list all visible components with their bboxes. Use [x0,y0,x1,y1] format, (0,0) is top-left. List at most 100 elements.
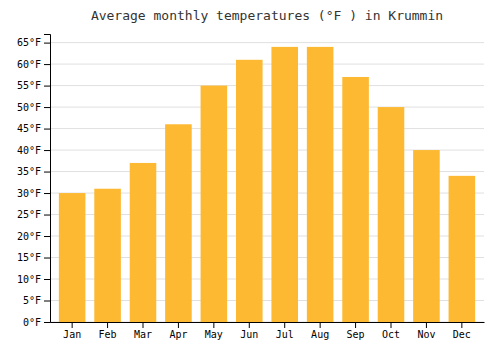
y-tick-mark [44,150,50,151]
x-tick-mark [320,322,321,328]
y-tick-mark [44,43,50,44]
x-tick-label: Mar [134,329,152,340]
y-tick: 60°F [17,59,50,70]
y-tick: 30°F [17,188,50,199]
y-tick-mark [44,129,50,130]
grid-line [50,107,484,108]
bar [342,77,369,322]
y-tick-mark [44,193,50,194]
x-tick-mark [72,322,73,328]
x-tick-mark [213,322,214,328]
y-tick-mark [44,86,50,87]
y-tick-mark [44,64,50,65]
x-tick: May [205,322,223,340]
y-tick-label: 65°F [17,37,41,48]
x-tick-label: Nov [417,329,435,340]
y-tick: 45°F [17,123,50,134]
plot: 0°F 5°F 10°F 15°F 20°F 25°F 30°F 35°F 40°F 45°F 50… [17,35,485,341]
x-tick: Nov [417,322,435,340]
bar [271,47,298,322]
y-tick: 40°F [17,145,50,156]
x-tick-label: Jun [240,329,258,340]
x-axis: Jan Feb Mar Apr May Jun Jul Aug Sep Oct Nov Dec [51,322,485,340]
x-tick: Jan [63,322,81,340]
y-tick-label: 55°F [17,80,41,91]
y-tick-label: 35°F [17,166,41,177]
y-tick: 10°F [17,274,50,285]
y-axis-line [44,35,51,323]
x-tick: Oct [382,322,400,340]
bar [449,176,476,322]
y-tick: 20°F [17,231,50,242]
y-tick-label: 40°F [17,145,41,156]
x-tick-mark [107,322,108,328]
x-tick-label: Aug [311,329,329,340]
x-tick: Aug [311,322,329,340]
x-tick-mark [178,322,179,328]
y-tick-mark [44,258,50,259]
bar [413,150,440,322]
chart: 0°F 5°F 10°F 15°F 20°F 25°F 30°F 35°F 40°F 45°F 50… [0,0,500,350]
x-tick: Apr [169,322,187,340]
x-tick-label: Jan [63,329,81,340]
x-tick-mark [143,322,144,328]
y-tick-mark [44,236,50,237]
x-tick-mark [355,322,356,328]
y-tick-mark [44,172,50,173]
grid [50,43,484,322]
y-tick-label: 20°F [17,231,41,242]
grid-line [50,128,484,129]
y-tick: 50°F [17,102,50,113]
bar [201,86,228,322]
y-tick: 55°F [17,80,50,91]
bar [236,60,263,322]
x-tick-mark [461,322,462,328]
y-tick: 25°F [17,209,50,220]
bar [378,107,405,322]
y-tick-label: 10°F [17,274,41,285]
x-tick: Dec [453,322,471,340]
grid-line [50,64,484,65]
x-tick: Feb [99,322,117,340]
y-tick-mark [44,301,50,302]
x-tick-label: Oct [382,329,400,340]
bar [59,193,86,322]
y-tick: 0°F [23,317,50,328]
x-tick: Sep [347,322,365,340]
y-tick-label: 45°F [17,123,41,134]
y-tick: 65°F [17,37,50,48]
grid-line [50,42,484,43]
x-tick-label: Dec [453,329,471,340]
x-tick: Jul [276,322,294,340]
x-tick: Jun [240,322,258,340]
y-tick-label: 15°F [17,252,41,263]
bar [130,163,157,322]
x-tick-mark [391,322,392,328]
y-tick-mark [44,215,50,216]
y-tick: 5°F [23,295,50,306]
y-tick-label: 5°F [23,295,41,306]
y-tick-label: 60°F [17,59,41,70]
bar [94,189,121,322]
x-tick-label: Feb [99,329,117,340]
bars [59,47,475,322]
bar [165,124,192,322]
y-axis: 0°F 5°F 10°F 15°F 20°F 25°F 30°F 35°F 40°F 45°F 50… [17,35,51,328]
x-tick-label: Apr [169,329,187,340]
y-tick: 35°F [17,166,50,177]
grid-line [50,85,484,86]
y-tick-mark [44,279,50,280]
y-tick-mark [44,107,50,108]
y-tick-label: 0°F [23,317,41,328]
y-tick: 15°F [17,252,50,263]
x-tick-mark [284,322,285,328]
y-tick-label: 50°F [17,102,41,113]
x-tick-label: Sep [347,329,365,340]
x-tick-mark [249,322,250,328]
x-tick-label: Jul [276,329,294,340]
y-tick-label: 30°F [17,188,41,199]
y-tick-mark [44,322,50,323]
x-tick: Mar [134,322,152,340]
bar [307,47,334,322]
x-tick-label: May [205,329,223,340]
